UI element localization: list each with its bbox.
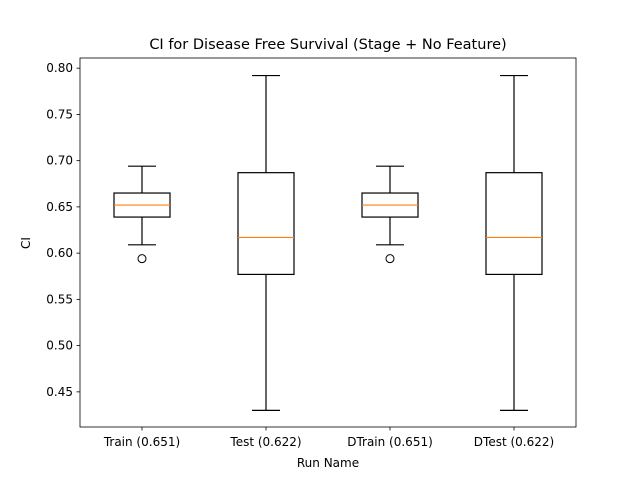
outlier-point bbox=[385, 254, 395, 264]
y-axis-label: CI bbox=[19, 237, 33, 249]
x-tick-label: DTest (0.622) bbox=[474, 435, 554, 449]
x-tick-label: Test (0.622) bbox=[229, 435, 301, 449]
y-tick-label: 0.65 bbox=[46, 200, 73, 214]
plot-area: 0.45 0.50 0.55 0.60 0.65 0.70 0.75 0.80 Train (0… bbox=[46, 57, 577, 449]
x-tick-label: Train (0.651) bbox=[103, 435, 180, 449]
axes-frame bbox=[79, 57, 577, 428]
y-tick-label: 0.45 bbox=[46, 385, 73, 399]
y-tick-label: 0.80 bbox=[46, 61, 73, 75]
box bbox=[237, 172, 295, 276]
y-tick-label: 0.60 bbox=[46, 246, 73, 260]
y-tick-label: 0.75 bbox=[46, 107, 73, 121]
y-tick-label: 0.55 bbox=[46, 292, 73, 306]
y-tick-label: 0.70 bbox=[46, 154, 73, 168]
chart-title: CI for Disease Free Survival (Stage + No… bbox=[149, 37, 506, 53]
x-axis-label: Run Name bbox=[297, 456, 359, 470]
y-tick-label: 0.50 bbox=[46, 339, 73, 353]
x-tick-label: DTrain (0.651) bbox=[347, 435, 433, 449]
outlier-point bbox=[137, 254, 147, 264]
box bbox=[485, 172, 543, 276]
